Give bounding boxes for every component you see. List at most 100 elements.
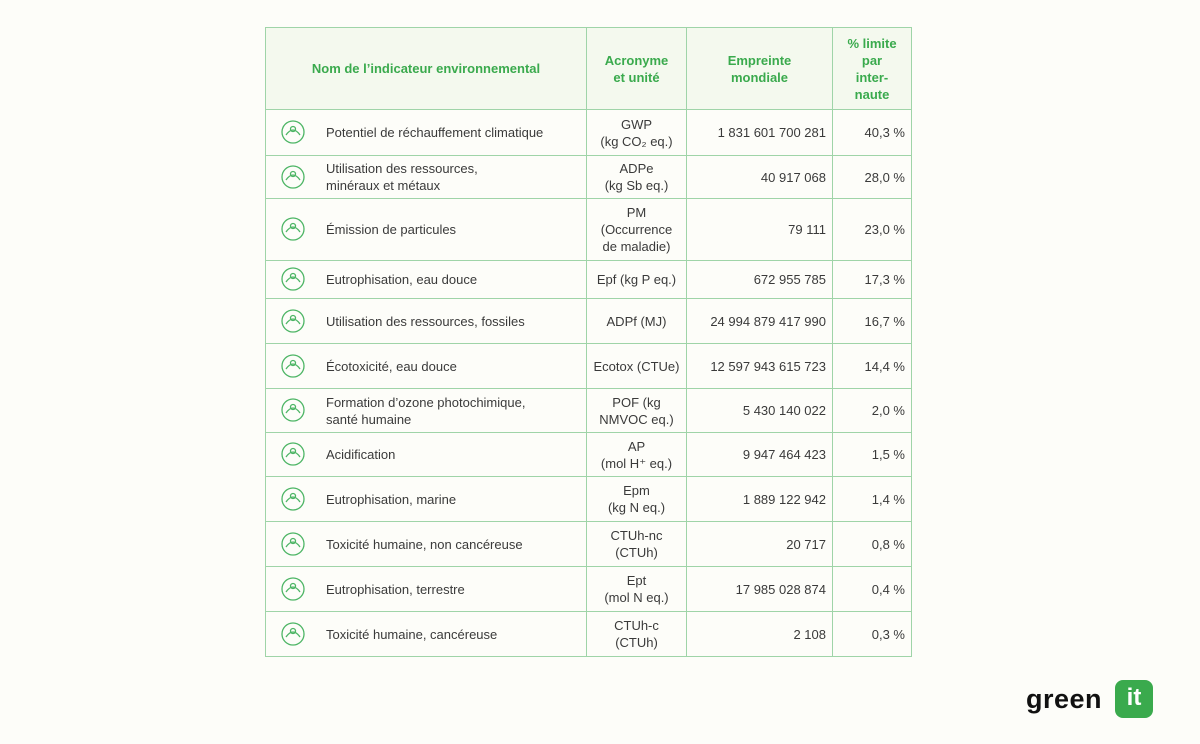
percent-cell: 1,4 %	[832, 476, 912, 522]
cell-line: (mol H⁺ eq.)	[600, 455, 673, 471]
name-cell: Utilisation des ressources, minéraux et m…	[265, 155, 587, 199]
acronym-cell: CTUh-nc (CTUh)	[586, 521, 687, 567]
footprint-cell: 12 597 943 615 723	[686, 343, 833, 389]
cell-line: (Occurrence	[600, 222, 673, 237]
cell-line: Écotoxicité, eau douce	[326, 358, 457, 374]
footprint-cell: 40 917 068	[686, 155, 833, 199]
acronym-cell: PM (Occurrence de maladie)	[586, 198, 687, 261]
cell-line: (mol N eq.)	[604, 590, 669, 605]
indicator-icon	[281, 531, 305, 556]
cell-line: mondiale	[730, 69, 789, 85]
indicator-icon	[281, 398, 305, 422]
cell-line: minéraux et métaux	[326, 178, 441, 193]
cell-line: GWP	[620, 116, 653, 132]
footprint-cell: 1 889 122 942	[686, 476, 833, 522]
acronym-cell: AP (mol H⁺ eq.)	[586, 432, 687, 477]
cell-line: ADPe	[619, 161, 654, 176]
percent-cell: 28,0 %	[832, 155, 912, 199]
cell-line: Nom de l’indicateur environnemental	[311, 61, 541, 76]
cell-line: Émission de particules	[326, 222, 457, 237]
percent-cell: 2,0 %	[832, 388, 912, 433]
cell-line: Utilisation des ressources, fossiles	[326, 313, 525, 329]
name-cell: Toxicité humaine, cancéreuse	[265, 611, 587, 657]
name-cell: Utilisation des ressources, fossiles	[265, 298, 587, 344]
cell-line: % limite	[847, 35, 897, 51]
cell-line: Eutrophisation, eau douce	[326, 272, 478, 287]
cell-line: NMVOC eq.)	[599, 411, 674, 427]
acronym-cell: GWP (kg CO₂ eq.)	[586, 109, 687, 156]
cell-line: (CTUh)	[615, 635, 658, 650]
acronym-cell: Ecotox (CTUe)	[586, 343, 687, 389]
name-cell: Écotoxicité, eau douce	[265, 343, 587, 389]
cell-line: Ept	[626, 573, 647, 588]
cell-line: (kg CO₂ eq.)	[600, 133, 673, 149]
header-cell: Nom de l’indicateur environnemental	[265, 27, 587, 110]
name-cell: Formation d’ozone photochimique, santé hu…	[265, 388, 587, 433]
cell-line: Toxicité humaine, cancéreuse	[326, 626, 498, 642]
header-cell: Acronyme et unité	[586, 27, 687, 110]
header-cell: % limite par inter-naute	[832, 27, 912, 110]
cell-line: Epm	[623, 483, 650, 498]
cell-line: Potentiel de réchauffement climatique	[326, 125, 544, 140]
logo-badge: it	[1115, 680, 1153, 718]
header-cell: Empreinte mondiale	[686, 27, 833, 110]
percent-cell: 23,0 %	[832, 198, 912, 261]
percent-cell: 17,3 %	[832, 260, 912, 299]
footprint-cell: 5 430 140 022	[686, 388, 833, 433]
name-cell: Eutrophisation, marine	[265, 476, 587, 522]
cell-line: Eutrophisation, marine	[326, 491, 457, 507]
cell-line: PM	[626, 205, 647, 220]
acronym-cell: CTUh-c (CTUh)	[586, 611, 687, 657]
percent-cell: 14,4 %	[832, 343, 912, 389]
name-cell: Émission de particules	[265, 198, 587, 261]
indicator-icon	[281, 442, 305, 466]
percent-cell: 0,4 %	[832, 566, 912, 612]
cell-line: ADPf (MJ)	[606, 313, 667, 329]
cell-line: de maladie)	[602, 239, 671, 254]
indicator-icon	[281, 486, 305, 511]
acronym-cell: ADPe (kg Sb eq.)	[586, 155, 687, 199]
name-cell: Potentiel de réchauffement climatique	[265, 109, 587, 156]
percent-cell: 16,7 %	[832, 298, 912, 344]
cell-line: Epf (kg P eq.)	[596, 272, 677, 287]
indicator-icon	[281, 621, 305, 646]
indicator-icon	[281, 576, 305, 601]
acronym-cell: Ept (mol N eq.)	[586, 566, 687, 612]
cell-line: (CTUh)	[615, 545, 658, 560]
footprint-cell: 79 111	[686, 198, 833, 261]
name-cell: Eutrophisation, eau douce	[265, 260, 587, 299]
cell-line: par	[861, 52, 883, 68]
cell-line: Utilisation des ressources,	[326, 161, 478, 176]
cell-line: (kg Sb eq.)	[604, 178, 669, 193]
acronym-cell: ADPf (MJ)	[586, 298, 687, 344]
footprint-cell: 1 831 601 700 281	[686, 109, 833, 156]
indicator-icon	[281, 164, 305, 189]
cell-line: inter-	[855, 69, 889, 85]
acronym-cell: POF (kg NMVOC eq.)	[586, 388, 687, 433]
cell-line: Acidification	[326, 447, 396, 462]
logo-text: green	[1026, 684, 1103, 714]
cell-line: CTUh-nc	[610, 528, 663, 543]
cell-line: AP	[627, 438, 646, 454]
cell-line: et unité	[613, 69, 660, 85]
percent-cell: 40,3 %	[832, 109, 912, 156]
cell-line: Acronyme	[604, 52, 669, 68]
footprint-cell: 20 717	[686, 521, 833, 567]
footprint-cell: 672 955 785	[686, 260, 833, 299]
name-cell: Acidification	[265, 432, 587, 477]
indicator-icon	[281, 353, 305, 378]
cell-line: POF (kg	[612, 394, 661, 410]
cell-line: Empreinte	[727, 52, 792, 68]
cell-line: Toxicité humaine, non cancéreuse	[326, 536, 523, 552]
footprint-cell: 9 947 464 423	[686, 432, 833, 477]
percent-cell: 0,8 %	[832, 521, 912, 567]
indicator-icon	[281, 217, 305, 241]
name-cell: Eutrophisation, terrestre	[265, 566, 587, 612]
acronym-cell: Epm (kg N eq.)	[586, 476, 687, 522]
acronym-cell: Epf (kg P eq.)	[586, 260, 687, 299]
percent-cell: 1,5 %	[832, 432, 912, 477]
cell-line: naute	[854, 86, 890, 102]
name-cell: Toxicité humaine, non cancéreuse	[265, 521, 587, 567]
percent-cell: 0,3 %	[832, 611, 912, 657]
